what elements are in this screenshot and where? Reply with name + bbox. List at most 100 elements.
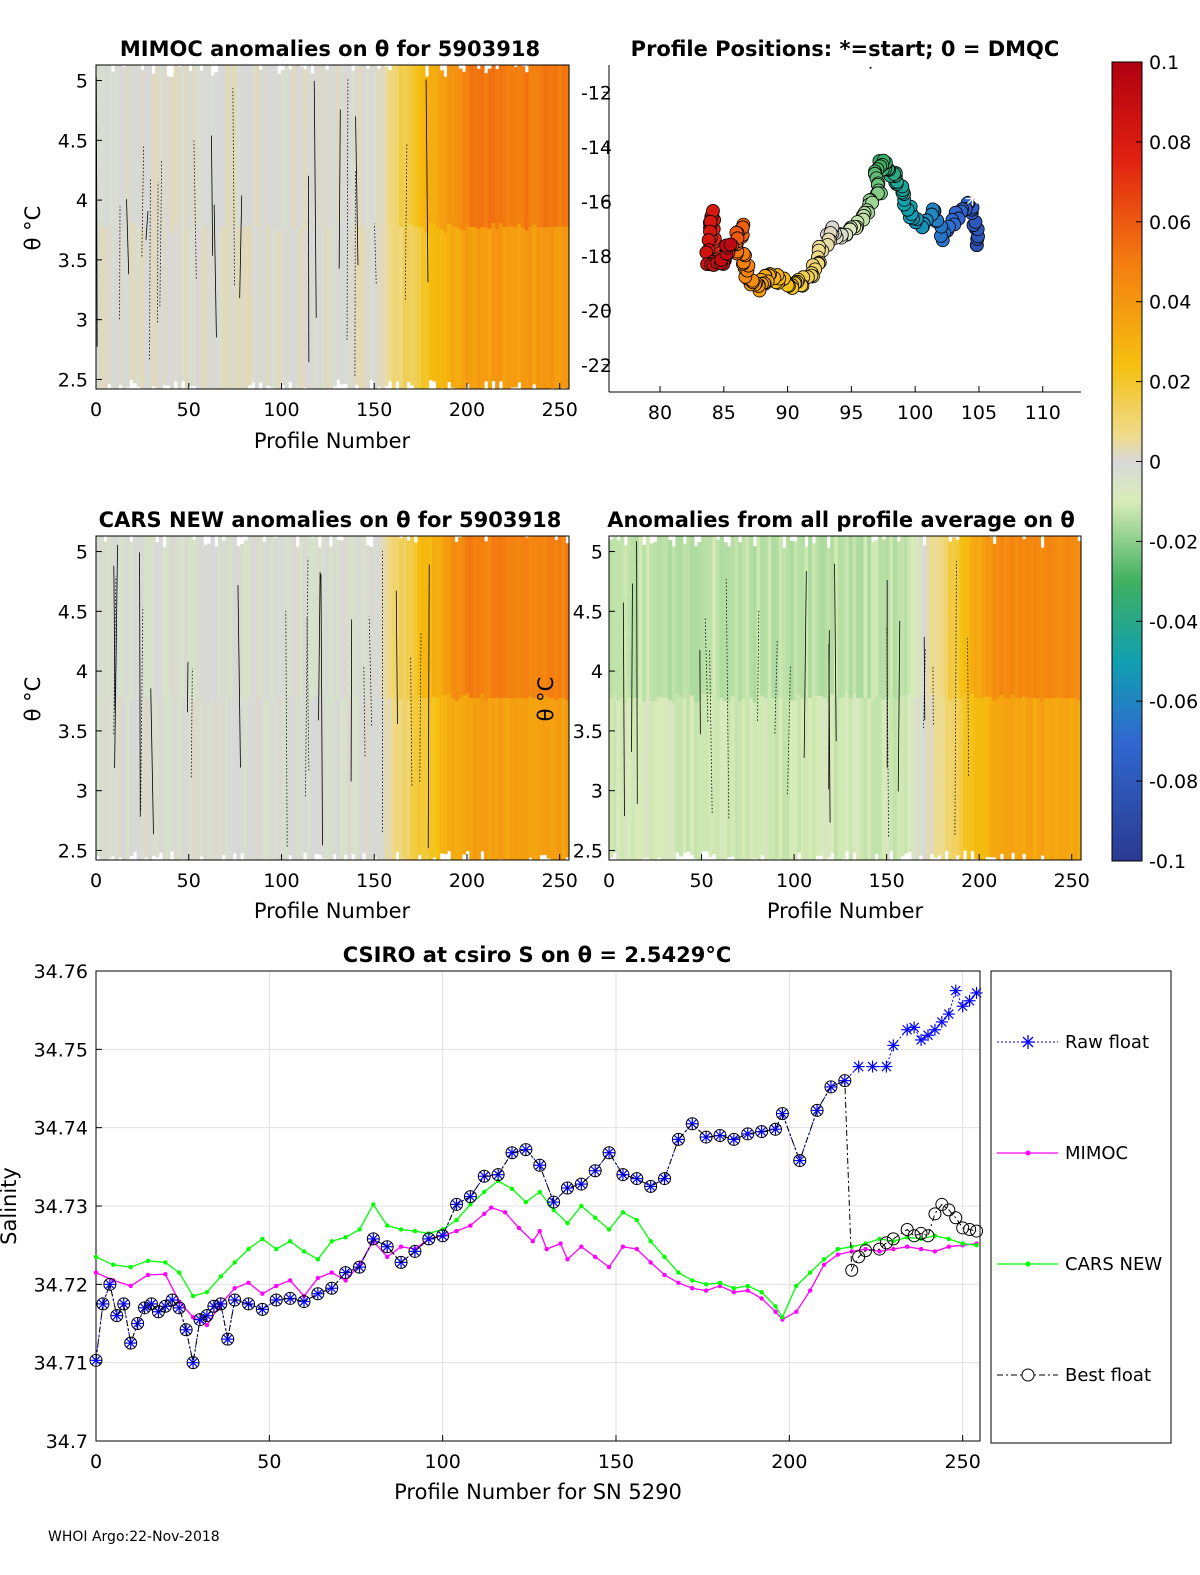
heatmap-cell [447,65,452,225]
heatmap-cell [410,225,415,386]
data-point-star [755,1125,768,1138]
heatmap-cell [819,536,824,697]
data-point [329,1270,334,1275]
heatmap-cell [480,693,485,852]
heatmap-cell [369,65,374,223]
data-point-star [887,1039,900,1052]
heatmap-cell [306,536,311,699]
heatmap-cell [1018,536,1023,699]
heatmap-cell [767,536,772,699]
heatmap-cell [465,693,470,852]
heatmap-cell [1047,698,1053,860]
data-point [731,1286,737,1291]
heatmap-cell [221,697,226,856]
y-tick-label: 34.76 [34,961,88,983]
heatmap-cell [940,698,946,860]
x-tick-label: 50 [689,870,713,892]
heatmap-cell [158,227,164,389]
colorbar: 0.1 0.08 0.06 0.04 0.02 0 -0.02 -0.04 -0.06 -0.08… [1111,52,1198,873]
heatmap-cell [162,225,167,386]
heatmap-cell [1044,698,1049,860]
heatmap-cell [410,65,415,226]
avg-ylabel: θ °C [534,677,558,722]
data-point-circle [859,1244,873,1258]
heatmap-cell [432,696,437,858]
colorbar-tick-label: 0 [1149,452,1161,474]
heatmap-cell [362,227,367,389]
contour-line [157,181,159,323]
cars-panel: CARS NEW anomalies on θ for 5903918 0 50 1… [21,508,578,923]
heatmap-cell [701,693,706,852]
heatmap-cell [295,65,300,228]
heatmap-cell [1051,536,1056,699]
heatmap-cell [402,227,408,389]
heatmap-cell [299,698,304,860]
profile-position-marker [723,237,738,252]
heatmap-cell [848,698,853,860]
heatmap-cell [760,695,765,856]
heatmap-cell [458,68,463,230]
data-point [315,1275,321,1281]
data-point [128,1264,133,1270]
heatmap-cell [110,696,116,857]
heatmap-cell [391,65,396,228]
contour-line [145,211,149,240]
heatmap-cell [402,536,408,699]
data-point [163,1271,168,1277]
data-point [489,1205,494,1210]
data-point [246,1280,251,1285]
heatmap-cell [1018,698,1023,860]
heatmap-cell [874,697,879,855]
heatmap-cell [362,694,367,854]
heatmap-cell [129,541,134,700]
data-point-circle [200,1309,214,1323]
heatmap-cell [1007,698,1012,860]
y-tick-label: 2.5 [573,840,603,862]
contour-line [897,620,901,792]
heatmap-cell [546,697,552,859]
heatmap-cell [841,697,846,859]
heatmap-cell [214,230,219,389]
heatmap-cell [708,536,713,697]
heatmap-cell [136,225,141,387]
heatmap-cell [889,536,894,695]
heatmap-cell [417,65,422,228]
data-point [204,1289,210,1295]
heatmap-cell [992,700,997,858]
heatmap-cell [169,693,175,852]
heatmap-cell [535,536,541,699]
heatmap-cell [985,536,990,698]
heatmap-cell [273,227,278,389]
heatmap-cell [944,693,949,851]
heatmap-cell [114,227,119,389]
heatmap-cell [484,73,489,228]
heatmap-cell [432,536,437,698]
data-point [579,1203,584,1209]
contour-line [709,648,713,814]
heatmap-cell [169,76,175,234]
contour-line [425,79,429,283]
heatmap-cell [1055,536,1060,699]
heatmap-cell [892,536,898,699]
heatmap-cell [808,698,813,860]
data-point [177,1270,182,1275]
data-point-star [284,1292,297,1305]
heatmap-cell [498,223,504,382]
heatmap-cell [867,536,872,699]
heatmap-cell [491,698,496,860]
heatmap-cell [424,536,430,699]
x-tick-label: 250 [542,870,578,892]
heatmap-cell [487,68,492,230]
heatmap-cell [974,697,979,860]
data-point-circle [325,1281,339,1295]
heatmap-cell [826,547,831,704]
data-point-circle [408,1244,422,1258]
heatmap-cell [210,698,215,860]
heatmap-cell [192,65,197,227]
data-point-circle [172,1301,186,1315]
heatmap-cell [623,702,629,860]
heatmap-cell [336,65,341,223]
heatmap-cell [247,65,252,226]
heatmap-cell [147,698,153,860]
heatmap-cell [454,541,459,702]
